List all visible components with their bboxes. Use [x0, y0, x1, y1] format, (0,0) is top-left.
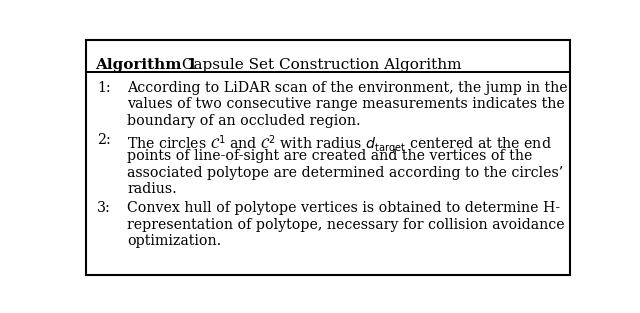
- Text: values of two consecutive range measurements indicates the: values of two consecutive range measurem…: [127, 97, 565, 111]
- Text: points of line-of-sight are created and the vertices of the: points of line-of-sight are created and …: [127, 149, 532, 163]
- Text: The circles $\mathcal{C}^{1}$ and $\mathcal{C}^{2}$ with radius $d_{\mathrm{targ: The circles $\mathcal{C}^{1}$ and $\math…: [127, 133, 552, 156]
- Text: radius.: radius.: [127, 182, 177, 196]
- Text: Algorithm 1: Algorithm 1: [95, 58, 197, 72]
- Text: Capsule Set Construction Algorithm: Capsule Set Construction Algorithm: [177, 58, 461, 72]
- Text: 1:: 1:: [97, 81, 111, 95]
- Text: associated polytope are determined according to the circles’: associated polytope are determined accor…: [127, 166, 563, 180]
- Text: representation of polytope, necessary for collision avoidance: representation of polytope, necessary fo…: [127, 218, 564, 232]
- Text: 2:: 2:: [97, 133, 111, 147]
- Text: According to LiDAR scan of the environment, the jump in the: According to LiDAR scan of the environme…: [127, 81, 568, 95]
- Text: boundary of an occluded region.: boundary of an occluded region.: [127, 114, 361, 128]
- Text: Convex hull of polytope vertices is obtained to determine H-: Convex hull of polytope vertices is obta…: [127, 202, 560, 215]
- Text: optimization.: optimization.: [127, 234, 221, 248]
- Text: 3:: 3:: [97, 202, 111, 215]
- Bar: [86, 70, 570, 73]
